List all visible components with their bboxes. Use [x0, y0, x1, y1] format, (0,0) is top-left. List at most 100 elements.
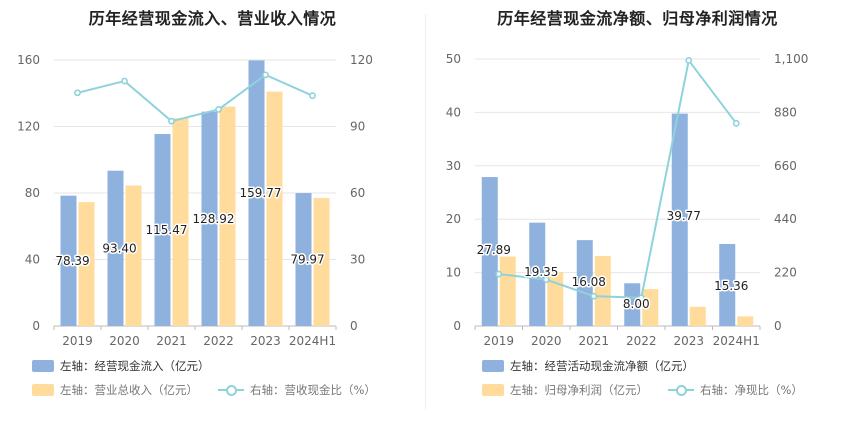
legend-swatch-revenue [32, 384, 54, 396]
right-data-label: 16.08 [572, 275, 606, 289]
left-data-label: 159.77 [240, 186, 282, 200]
left-bar-series2 [172, 118, 189, 326]
y-right-tick-label: 120 [350, 53, 373, 67]
left-bar-series1 [154, 134, 171, 326]
left-bar-series2 [125, 185, 142, 326]
left-ratio-point [309, 92, 316, 100]
left-data-label: 115.47 [146, 223, 188, 237]
legend-item-revenue[interactable]: 左轴：营业总收入（亿元） [32, 382, 198, 398]
x-tick-label: 2024H1 [289, 334, 336, 348]
y-right-tick-label: 440 [774, 212, 797, 226]
chart-title-right: 历年经营现金流净额、归母净利润情况 [497, 9, 778, 28]
right-bar-series2 [547, 272, 564, 326]
left-bar-series2 [266, 91, 283, 327]
y-right-tick-label: 220 [774, 266, 797, 280]
y-right-tick-label: 0 [350, 319, 358, 333]
y-right-tick-label: 30 [350, 253, 365, 267]
right-ratio-point [495, 270, 503, 278]
legend-item-net-profit[interactable]: 左轴：归母净利润（亿元） [482, 382, 648, 398]
legend-swatch-net-cash-flow [482, 360, 504, 372]
chart-plot-right: 0 10 20 30 40 50 0 220 440 660 880 1,100 2019 2020 202… [446, 52, 809, 348]
right-bar-series1 [624, 283, 641, 326]
left-ratio-point [262, 71, 269, 79]
legend-label-net-cash-ratio: 右轴：净现比（%） [700, 383, 803, 397]
y-left-tick-label: 0 [453, 319, 461, 333]
legend-swatch-cash-revenue-ratio [218, 384, 244, 396]
right-bar-series2 [689, 306, 706, 326]
left-bar-series1 [248, 60, 265, 326]
legend-swatch-cash-inflow [32, 360, 54, 372]
left-bar-series1 [201, 111, 218, 326]
right-bar-series1 [576, 240, 593, 326]
x-tick-label: 2022 [203, 334, 234, 348]
y-left-tick-label: 10 [446, 266, 461, 280]
chart-panel-right: 历年经营现金流净额、归母净利润情况 0 10 20 30 40 50 0 220 440 660 8… [425, 0, 850, 437]
left-ratio-point [74, 89, 81, 97]
legend-item-cash-revenue-ratio[interactable]: 右轴：营收现金比（%） [218, 382, 376, 398]
y-left-tick-label: 40 [446, 105, 461, 119]
right-data-label: 19.35 [524, 265, 558, 279]
y-right-tick-label: 660 [774, 159, 797, 173]
x-tick-label: 2021 [578, 334, 609, 348]
y-left-tick-label: 120 [17, 120, 40, 134]
legend-item-net-cash-flow[interactable]: 左轴：经营活动现金流净额（亿元） [482, 358, 694, 374]
y-left-tick-label: 160 [17, 53, 40, 67]
right-ratio-point [732, 119, 740, 127]
left-bar-series2 [313, 197, 330, 326]
legend-label-net-cash-flow: 左轴：经营活动现金流净额（亿元） [510, 359, 694, 373]
left-ratio-point [215, 106, 222, 113]
right-data-label: 39.77 [667, 209, 701, 223]
right-bar-series2 [499, 256, 516, 326]
right-bar-series1 [529, 222, 546, 326]
y-left-tick-label: 40 [25, 253, 40, 267]
right-data-label: 8.00 [623, 297, 650, 311]
y-left-tick-label: 80 [25, 186, 40, 200]
y-right-tick-label: 0 [774, 319, 782, 333]
left-data-label: 128.92 [193, 212, 235, 226]
y-left-tick-label: 20 [446, 212, 461, 226]
right-bar-series2 [594, 256, 611, 326]
left-bar-series1 [107, 170, 124, 326]
right-ratio-point [685, 57, 693, 64]
right-bar-series2 [737, 316, 754, 326]
y-left-tick-label: 50 [446, 52, 461, 66]
right-ratio-point [542, 276, 550, 284]
x-tick-label: 2019 [483, 334, 514, 348]
y-right-tick-label: 90 [350, 120, 365, 134]
left-bar-series2 [219, 106, 236, 326]
legend-swatch-net-profit [482, 384, 504, 396]
legend-label-cash-inflow: 左轴：经营现金流入（亿元） [60, 359, 210, 373]
y-right-tick-label: 1,100 [774, 52, 808, 66]
x-tick-label: 2019 [62, 334, 93, 348]
left-ratio-point [168, 117, 175, 125]
legend-swatch-net-cash-ratio [668, 384, 694, 396]
left-bar-series1 [295, 193, 312, 326]
right-bar-series2 [642, 289, 659, 326]
left-data-label: 79.97 [290, 253, 324, 267]
left-bar-series2 [78, 202, 95, 326]
y-right-tick-label: 60 [350, 186, 365, 200]
x-tick-label: 2020 [531, 334, 562, 348]
chart-panel-left: 历年经营现金流入、营业收入情况 0 40 80 120 160 0 30 60 90 120 201… [17, 9, 376, 398]
left-ratio-point [121, 77, 128, 85]
right-ratio-point [637, 294, 645, 302]
legend-item-cash-inflow[interactable]: 左轴：经营现金流入（亿元） [32, 358, 210, 374]
legend-label-cash-revenue-ratio: 右轴：营收现金比（%） [250, 383, 376, 397]
y-right-tick-label: 880 [774, 105, 797, 119]
x-tick-label: 2024H1 [713, 334, 760, 348]
x-tick-label: 2020 [109, 334, 140, 348]
panel-divider [425, 14, 426, 409]
right-bar-series1 [671, 113, 688, 326]
right-bar-series1 [719, 243, 736, 326]
legend-label-revenue: 左轴：营业总收入（亿元） [60, 383, 198, 397]
y-left-tick-label: 0 [32, 319, 40, 333]
x-tick-label: 2023 [250, 334, 281, 348]
legend-item-net-cash-ratio[interactable]: 右轴：净现比（%） [668, 382, 803, 398]
y-left-tick-label: 30 [446, 159, 461, 173]
right-data-label: 15.36 [714, 279, 748, 293]
x-tick-label: 2021 [156, 334, 187, 348]
chart-plot-left: 0 40 80 120 160 0 30 60 90 120 2019 2020 2021 2022 202… [17, 53, 373, 348]
left-ratio-line [77, 73, 313, 123]
x-tick-label: 2023 [673, 334, 704, 348]
right-bar-series1 [481, 177, 498, 326]
